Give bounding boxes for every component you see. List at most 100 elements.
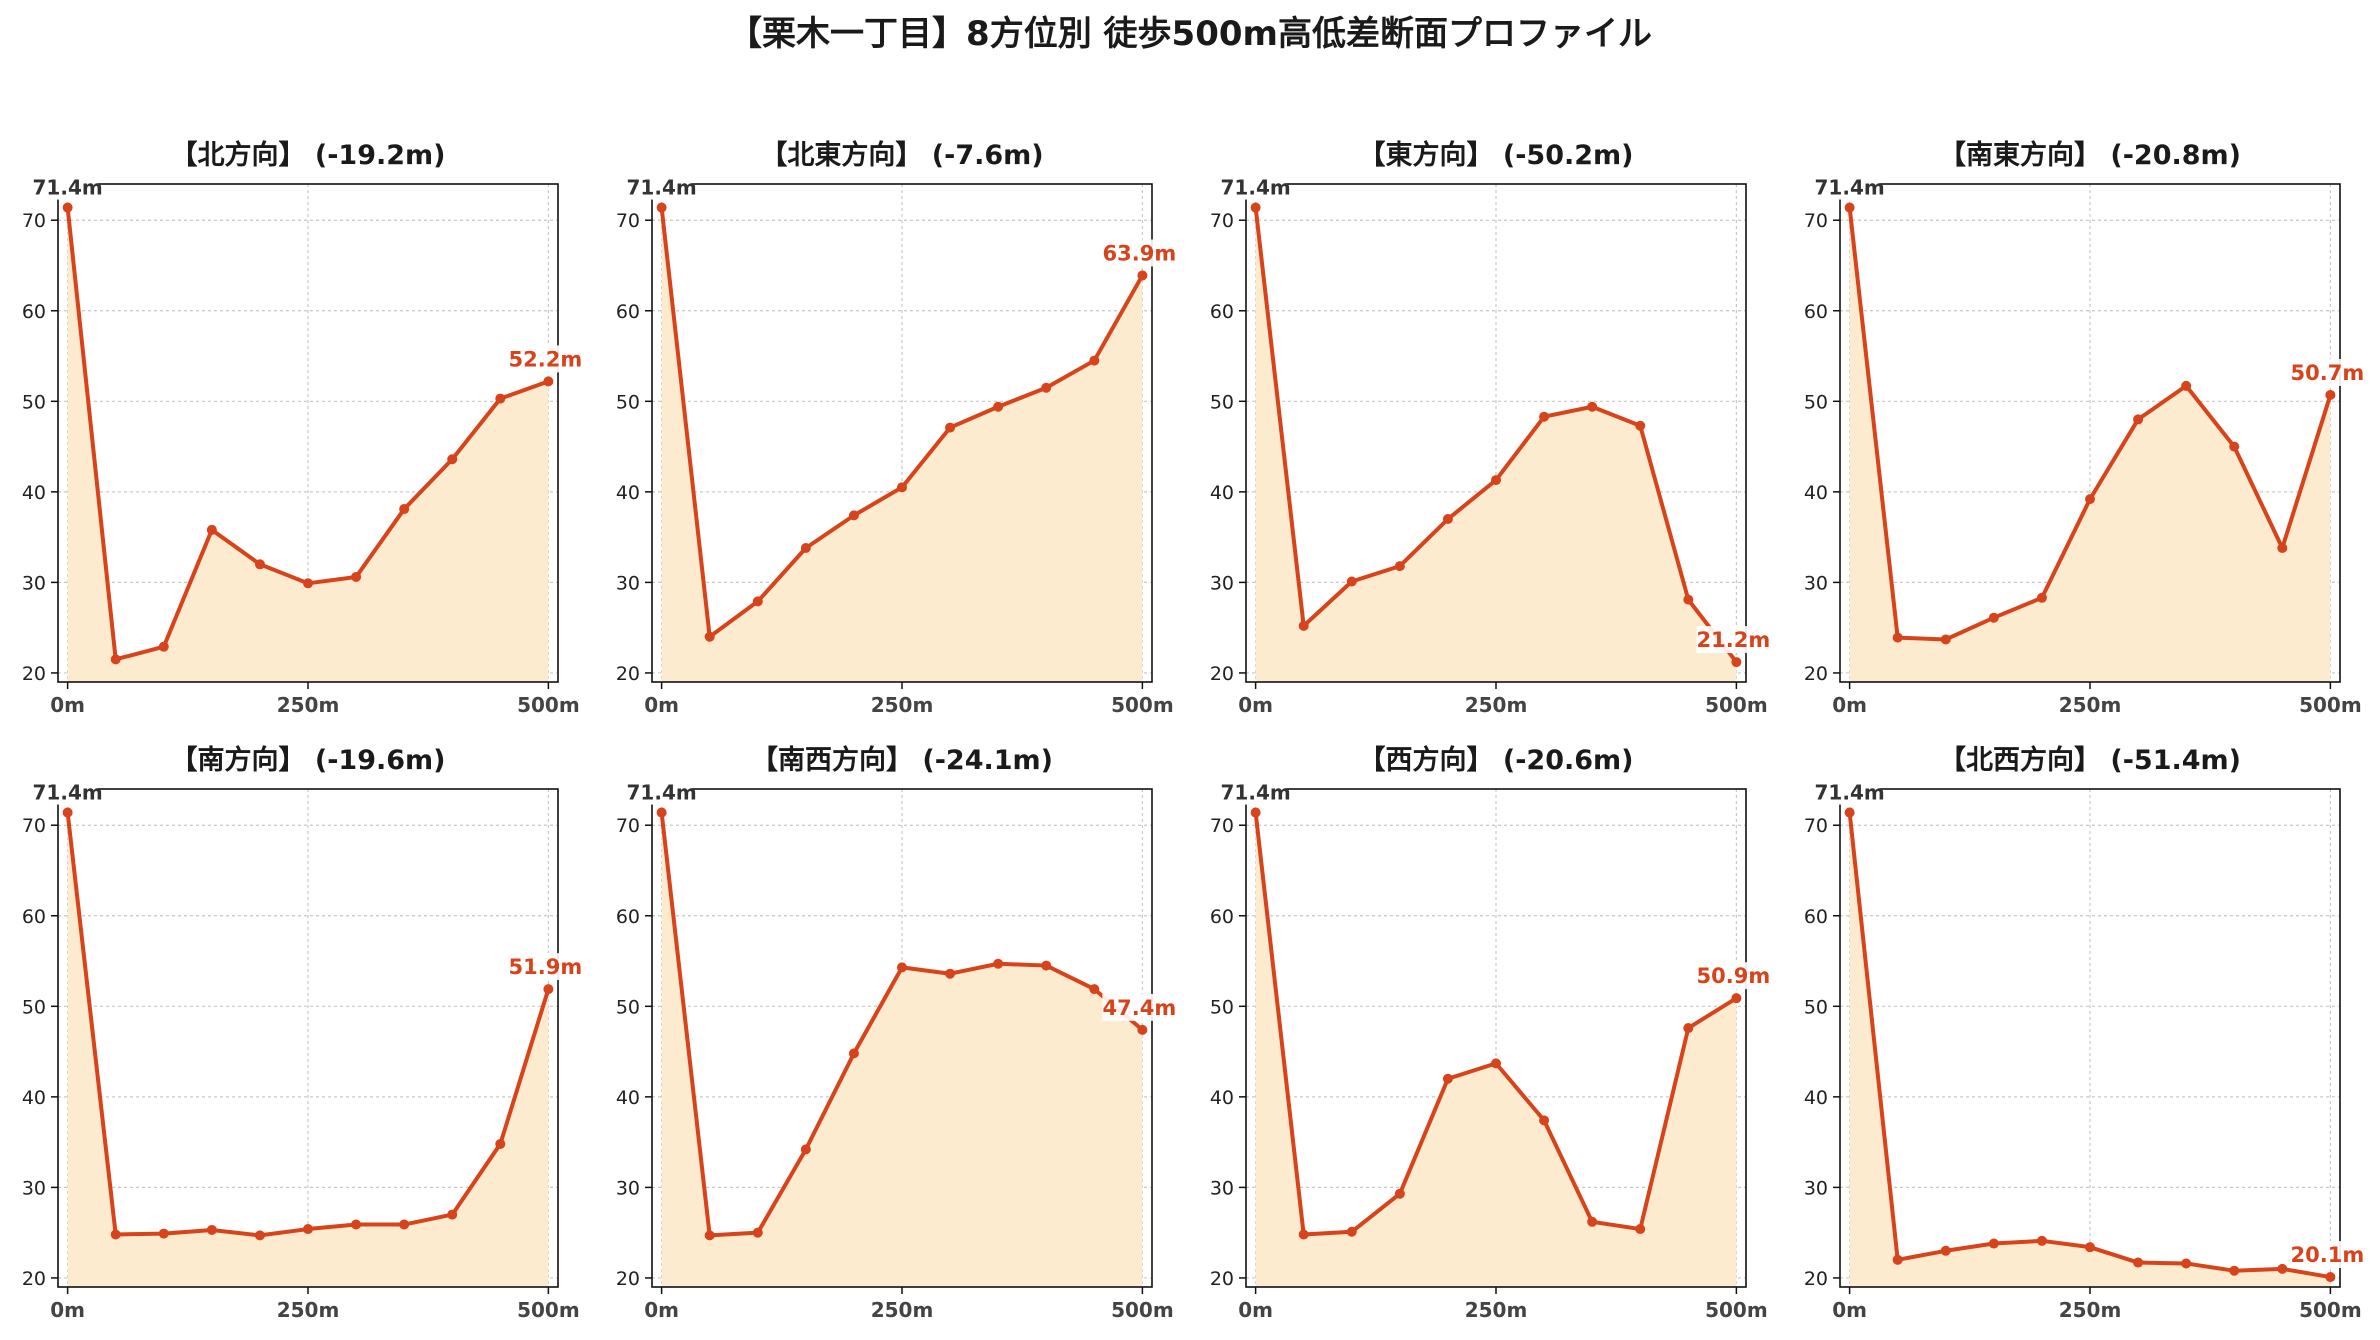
chart-panel-southwest: 【南西方向】 (-24.1m) 20 30 40 50 60 70 0m 250m 500m 71.… bbox=[594, 735, 1188, 1322]
panel-title: 【東方向】 (-50.2m) bbox=[1358, 139, 1633, 171]
data-point bbox=[1346, 576, 1357, 587]
y-tick-label: 20 bbox=[616, 663, 640, 685]
data-point bbox=[1491, 475, 1501, 486]
chart-southeast: 【南東方向】 (-20.8m) 20 30 40 50 60 70 0m 250m 500m 71.… bbox=[1804, 139, 2365, 717]
data-point bbox=[656, 202, 667, 213]
data-point bbox=[1539, 1115, 1550, 1126]
y-tick-label: 30 bbox=[616, 572, 640, 594]
data-point bbox=[62, 202, 73, 213]
chart-panel-north: 【北方向】 (-19.2m) 20 30 40 50 60 70 0m 250m 500m 71.4… bbox=[0, 130, 594, 717]
y-tick-label: 20 bbox=[1804, 663, 1828, 685]
main-title: 【栗木一丁目】8方位別 徒歩500m高低差断面プロファイル bbox=[728, 14, 1652, 54]
start-elevation-label: 71.4m bbox=[33, 176, 103, 200]
data-point bbox=[206, 1224, 217, 1235]
x-tick-label: 500m bbox=[1705, 693, 1768, 717]
data-point bbox=[2325, 1272, 2336, 1283]
start-label-bg bbox=[35, 780, 98, 805]
start-elevation-label: 71.4m bbox=[627, 176, 697, 200]
start-elevation-label: 71.4m bbox=[1221, 176, 1291, 200]
data-point bbox=[945, 968, 956, 979]
chart-panel-northwest: 【北西方向】 (-51.4m) 20 30 40 50 60 70 0m 250m 500m 71.… bbox=[1782, 735, 2376, 1322]
data-point bbox=[495, 1138, 506, 1149]
y-tick-label: 30 bbox=[22, 1177, 46, 1199]
start-label-bg bbox=[629, 175, 692, 200]
data-point bbox=[1298, 1229, 1309, 1240]
data-point bbox=[1442, 514, 1453, 525]
elevation-area bbox=[1849, 207, 2331, 682]
x-tick-label: 500m bbox=[2299, 693, 2362, 717]
chart-southwest: 【南西方向】 (-24.1m) 20 30 40 50 60 70 0m 250m 500m 71.… bbox=[616, 744, 1177, 1322]
data-point bbox=[2036, 1235, 2047, 1246]
y-tick-label: 70 bbox=[1210, 210, 1234, 232]
data-point bbox=[303, 1224, 313, 1235]
data-point bbox=[543, 376, 554, 387]
start-label-bg bbox=[1223, 780, 1286, 805]
y-tick-label: 40 bbox=[22, 482, 46, 504]
x-tick-label: 0m bbox=[1238, 1298, 1273, 1322]
end-elevation-label: 50.9m bbox=[1697, 964, 1771, 988]
y-tick-label: 40 bbox=[1210, 482, 1234, 504]
elevation-line bbox=[1847, 812, 2331, 1280]
y-tick-label: 50 bbox=[1804, 391, 1828, 413]
y-tick-label: 20 bbox=[1210, 1268, 1234, 1290]
data-point bbox=[1844, 202, 1855, 213]
data-point bbox=[447, 1209, 458, 1220]
start-label-bg bbox=[1817, 780, 1880, 805]
y-tick-label: 20 bbox=[22, 1268, 46, 1290]
data-point bbox=[704, 1230, 715, 1241]
y-tick-label: 30 bbox=[1210, 572, 1234, 594]
data-point bbox=[1731, 657, 1742, 668]
y-tick-label: 50 bbox=[616, 391, 640, 413]
chart-panel-southeast: 【南東方向】 (-20.8m) 20 30 40 50 60 70 0m 250m 500m 71.… bbox=[1782, 130, 2376, 717]
y-tick-label: 20 bbox=[1210, 663, 1234, 685]
data-point bbox=[254, 1230, 265, 1241]
data-point bbox=[1844, 807, 1855, 818]
x-tick-label: 250m bbox=[871, 693, 934, 717]
x-tick-label: 500m bbox=[1705, 1298, 1768, 1322]
data-point bbox=[399, 504, 410, 515]
y-tick-label: 50 bbox=[1804, 996, 1828, 1018]
data-point bbox=[1683, 594, 1694, 605]
end-label-bg bbox=[508, 345, 583, 373]
data-point bbox=[2181, 380, 2192, 391]
data-point bbox=[800, 1144, 811, 1155]
data-point bbox=[351, 1219, 362, 1230]
start-label-bg bbox=[1223, 175, 1286, 200]
chart-panel-northeast: 【北東方向】 (-7.6m) 20 30 40 50 60 70 0m 250m 500m 71.4… bbox=[594, 130, 1188, 717]
panel-title: 【南西方向】 (-24.1m) bbox=[751, 744, 1053, 776]
y-tick-label: 50 bbox=[1210, 391, 1234, 413]
chart-northeast: 【北東方向】 (-7.6m) 20 30 40 50 60 70 0m 250m 500m 71.4… bbox=[616, 139, 1177, 717]
y-tick-label: 20 bbox=[616, 1268, 640, 1290]
y-tick-label: 40 bbox=[616, 482, 640, 504]
data-point bbox=[1491, 1058, 1501, 1069]
data-point bbox=[1940, 1245, 1951, 1256]
y-tick-label: 40 bbox=[1804, 482, 1828, 504]
data-point bbox=[2085, 494, 2095, 505]
data-point bbox=[1394, 561, 1405, 572]
panel-title: 【西方向】 (-20.6m) bbox=[1358, 744, 1633, 776]
data-point bbox=[351, 571, 362, 582]
data-point bbox=[1635, 420, 1646, 431]
data-point bbox=[800, 542, 811, 553]
y-tick-label: 50 bbox=[22, 996, 46, 1018]
y-tick-label: 50 bbox=[1210, 996, 1234, 1018]
y-tick-label: 40 bbox=[22, 1087, 46, 1109]
chart-north: 【北方向】 (-19.2m) 20 30 40 50 60 70 0m 250m 500m 71.4… bbox=[22, 139, 583, 717]
data-point bbox=[993, 958, 1004, 969]
data-point bbox=[254, 559, 265, 570]
panel-title: 【北方向】 (-19.2m) bbox=[170, 139, 445, 171]
data-point bbox=[1442, 1073, 1453, 1084]
data-point bbox=[1041, 960, 1052, 971]
y-tick-label: 40 bbox=[1210, 1087, 1234, 1109]
elevation-area bbox=[661, 207, 1143, 682]
y-tick-label: 30 bbox=[616, 1177, 640, 1199]
y-tick-label: 60 bbox=[1804, 906, 1828, 928]
chart-panel-west: 【西方向】 (-20.6m) 20 30 40 50 60 70 0m 250m 500m 71.4… bbox=[1188, 735, 1782, 1322]
start-elevation-label: 71.4m bbox=[627, 781, 697, 805]
data-point bbox=[110, 1229, 121, 1240]
start-label-bg bbox=[629, 780, 692, 805]
end-label-bg bbox=[1102, 993, 1177, 1021]
data-point bbox=[158, 1228, 169, 1239]
data-point bbox=[495, 393, 506, 404]
